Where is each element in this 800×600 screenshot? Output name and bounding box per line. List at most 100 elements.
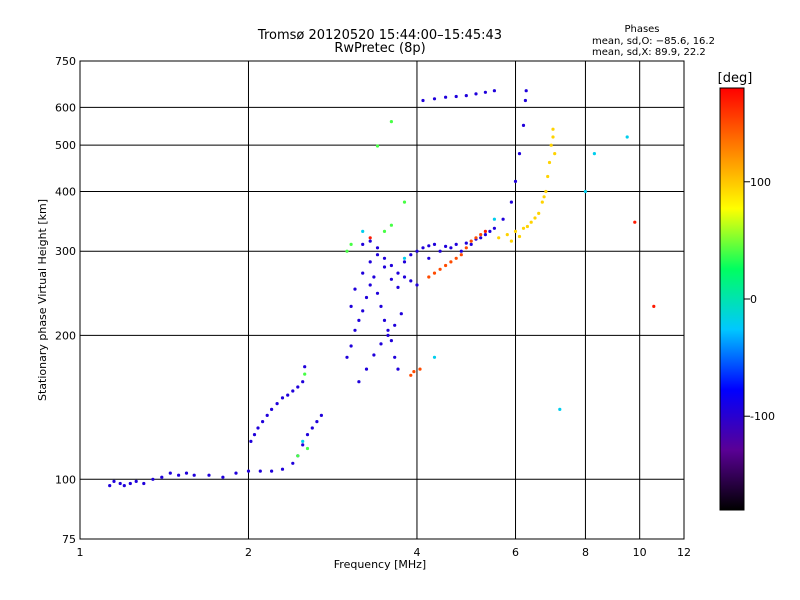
data-point — [379, 342, 383, 346]
data-point — [402, 200, 407, 204]
data-point — [438, 267, 442, 271]
data-point — [270, 469, 274, 473]
data-point — [409, 279, 413, 283]
colorbar-label: [deg] — [718, 71, 753, 86]
data-point — [523, 98, 528, 103]
data-point — [553, 152, 557, 156]
data-point — [633, 220, 637, 224]
data-point — [492, 217, 496, 221]
data-point — [349, 304, 353, 308]
phases-heading: Phases — [624, 24, 659, 35]
data-point — [128, 481, 132, 486]
data-point — [345, 249, 349, 253]
data-point — [483, 229, 487, 233]
x-tick-label: 12 — [677, 546, 691, 559]
data-point — [249, 439, 253, 443]
data-point — [432, 271, 437, 275]
data-point — [310, 426, 314, 430]
data-point — [207, 473, 211, 477]
y-tick-label: 100 — [55, 473, 76, 486]
data-point — [459, 253, 463, 257]
data-point — [540, 200, 544, 204]
data-point — [357, 318, 361, 322]
data-point — [396, 367, 400, 371]
data-point — [524, 89, 528, 93]
data-point — [537, 211, 541, 215]
data-point — [246, 469, 251, 473]
data-point — [399, 312, 403, 316]
data-point — [361, 309, 365, 313]
x-tick-label: 10 — [633, 546, 647, 559]
data-point — [583, 189, 588, 194]
data-point — [375, 291, 380, 295]
data-point — [303, 365, 307, 369]
data-point — [521, 226, 526, 230]
x-tick-label: 4 — [413, 546, 420, 559]
data-point — [521, 123, 526, 127]
y-tick-label: 300 — [55, 245, 76, 258]
data-point — [415, 249, 419, 253]
data-point — [474, 92, 478, 96]
data-point — [372, 275, 376, 279]
data-point — [427, 256, 431, 260]
plot-frame — [79, 60, 685, 540]
data-point — [501, 217, 505, 221]
data-point — [375, 246, 380, 250]
data-point — [168, 471, 172, 475]
data-point — [275, 402, 279, 406]
data-point — [474, 236, 478, 240]
data-point — [305, 446, 310, 451]
data-point — [252, 433, 257, 437]
data-point — [382, 256, 387, 260]
y-axis-label: Stationary phase Virtual Height [km] — [36, 199, 49, 401]
data-point — [118, 481, 122, 486]
data-point — [357, 380, 361, 384]
data-point — [396, 271, 400, 275]
data-point — [389, 277, 393, 281]
data-point — [402, 275, 407, 279]
data-point — [349, 242, 353, 246]
data-point — [449, 246, 453, 250]
data-point — [382, 229, 387, 233]
data-point — [509, 239, 513, 243]
x-tick-label: 8 — [582, 546, 589, 559]
data-point — [402, 260, 407, 264]
data-point — [389, 263, 393, 268]
data-point — [421, 246, 425, 250]
x-axis-ticks: 1 2 4 6 8 10 12 — [77, 546, 692, 559]
data-point — [386, 328, 390, 332]
data-point — [291, 461, 295, 465]
data-point — [386, 333, 390, 337]
data-point — [234, 471, 238, 475]
data-point — [533, 216, 537, 220]
phases-o-stats: mean, sd,O: −85.6, 16.2 — [592, 36, 715, 47]
data-point — [361, 229, 365, 233]
data-point — [444, 95, 448, 99]
data-points — [108, 89, 656, 488]
data-point — [280, 467, 285, 471]
colorbar-ticks: -100 0 100 — [744, 176, 775, 423]
data-point — [421, 98, 425, 103]
colorbar-tick-label: 100 — [750, 176, 771, 189]
data-point — [469, 239, 473, 243]
data-point — [469, 242, 473, 246]
data-point — [432, 97, 437, 101]
data-point — [353, 328, 357, 332]
data-point — [361, 271, 365, 275]
data-point — [479, 233, 483, 237]
data-point — [382, 265, 387, 269]
data-point — [270, 407, 274, 411]
plot-grid — [80, 61, 684, 539]
data-point — [303, 372, 307, 376]
data-point — [444, 244, 448, 248]
data-point — [305, 433, 310, 437]
data-point — [402, 256, 407, 260]
colorbar-tick-label: -100 — [750, 410, 775, 423]
y-tick-label: 75 — [62, 533, 76, 546]
y-tick-label: 600 — [55, 101, 76, 114]
data-point — [492, 226, 496, 230]
x-tick-label: 2 — [245, 546, 252, 559]
data-point — [368, 236, 372, 240]
data-point — [265, 413, 269, 417]
